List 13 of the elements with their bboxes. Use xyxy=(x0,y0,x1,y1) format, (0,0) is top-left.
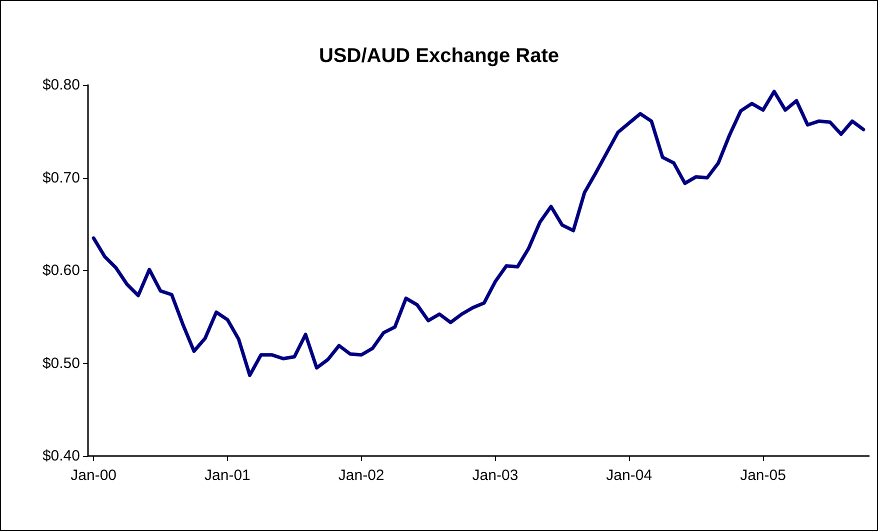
y-tick-label: $0.40 xyxy=(42,448,80,464)
y-tick-label: $0.70 xyxy=(42,169,80,186)
line-series xyxy=(92,90,866,378)
chart-title: USD/AUD Exchange Rate xyxy=(318,45,560,67)
x-tick-label: Jan-04 xyxy=(606,467,652,484)
y-tick-label: $0.80 xyxy=(42,76,80,94)
x-tick-label: Jan-05 xyxy=(740,467,786,484)
y-tick-label: $0.50 xyxy=(42,354,80,372)
x-tick-label: Jan-01 xyxy=(204,467,250,484)
x-tick-label: Jan-03 xyxy=(472,467,518,484)
x-tick-label: Jan-00 xyxy=(70,467,117,484)
y-tick-label: $0.60 xyxy=(42,262,80,279)
x-tick-label: Jan-02 xyxy=(338,467,384,484)
